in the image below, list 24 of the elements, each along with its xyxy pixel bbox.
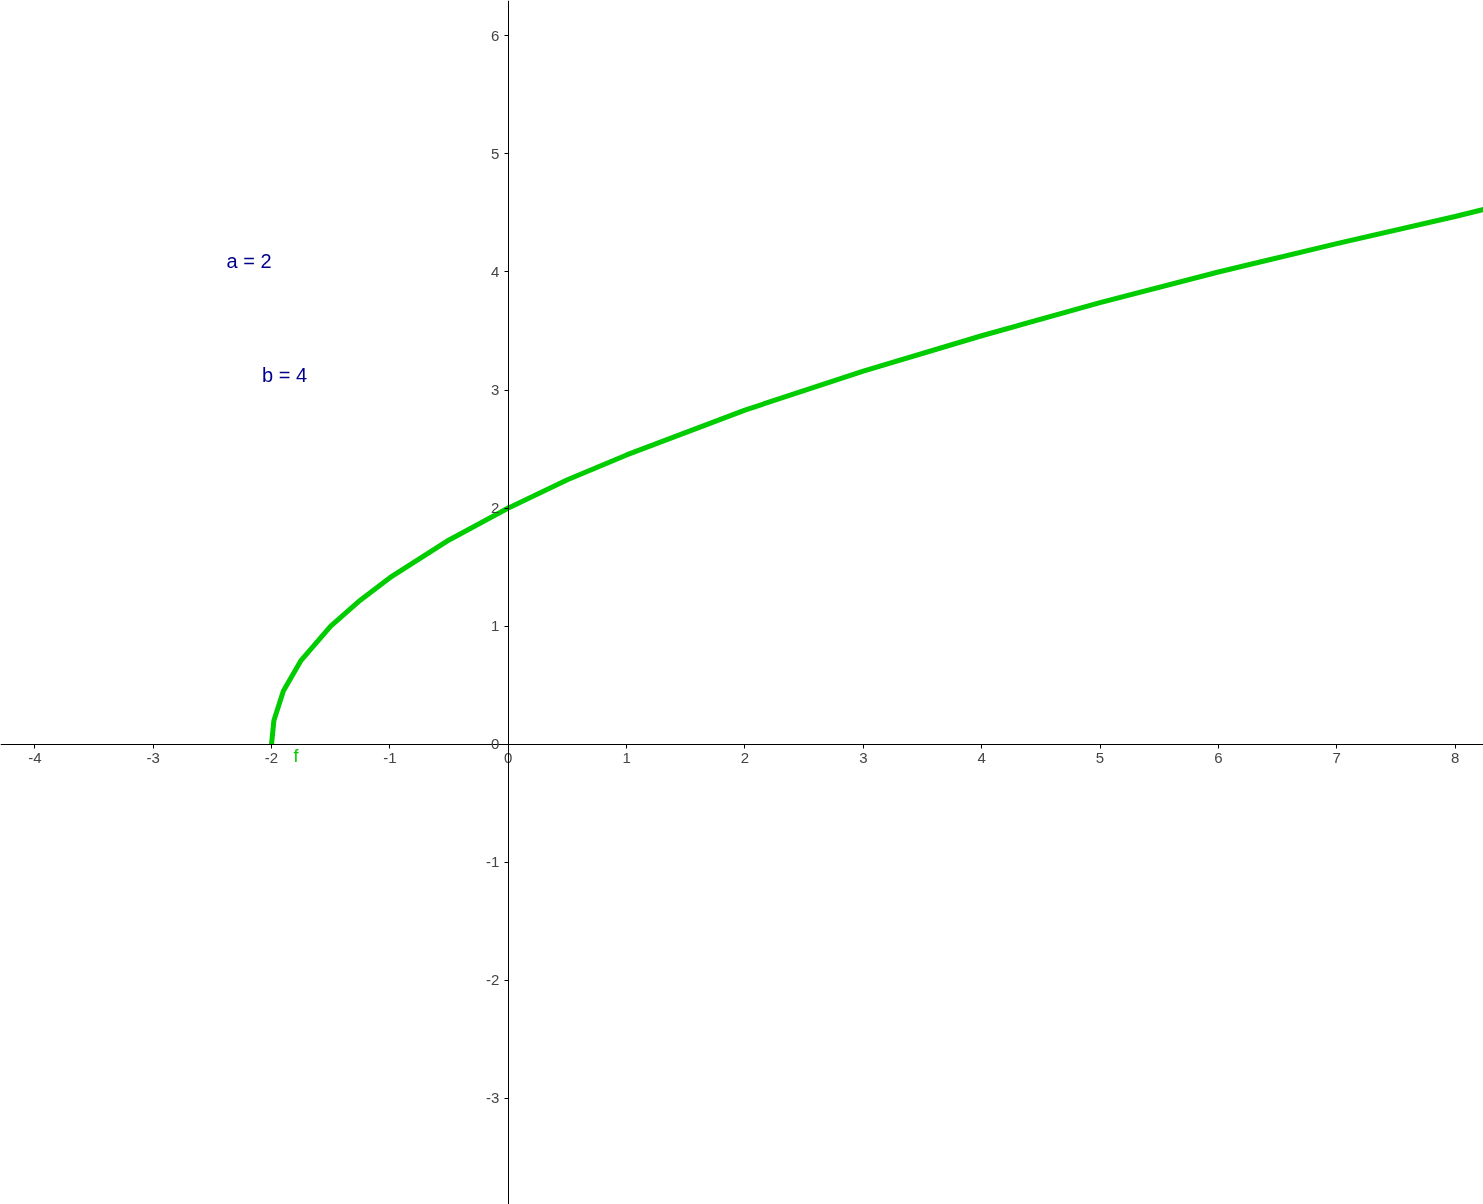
annotation: b = 4 [262, 364, 308, 387]
x-tick-label: 8 [1450, 749, 1460, 767]
annotation: a = 2 [226, 249, 272, 272]
x-tick-label: 2 [740, 749, 750, 767]
y-tick-label: -2 [485, 971, 500, 989]
y-tick-label: 2 [490, 499, 500, 517]
x-tick-label: 5 [1095, 749, 1105, 767]
series-label: f [293, 746, 300, 767]
y-tick-label: 4 [490, 262, 500, 280]
y-tick-label: 1 [490, 617, 500, 635]
y-tick-label: -1 [485, 853, 500, 871]
y-tick-label: -3 [485, 1089, 500, 1107]
y-tick-label: 6 [490, 26, 500, 44]
y-tick-label: 3 [490, 381, 500, 399]
x-tick-label: 6 [1214, 749, 1223, 767]
x-tick-label: -3 [146, 749, 160, 767]
y-tick-label: 5 [490, 144, 500, 162]
x-tick-label: 4 [977, 749, 986, 767]
x-tick-label: 7 [1332, 749, 1341, 767]
x-tick-label: 3 [859, 749, 868, 767]
x-tick-label: -1 [383, 749, 397, 767]
x-tick-label: -2 [264, 749, 279, 767]
x-tick-label: 1 [622, 749, 631, 767]
x-tick-label: -4 [28, 749, 42, 767]
